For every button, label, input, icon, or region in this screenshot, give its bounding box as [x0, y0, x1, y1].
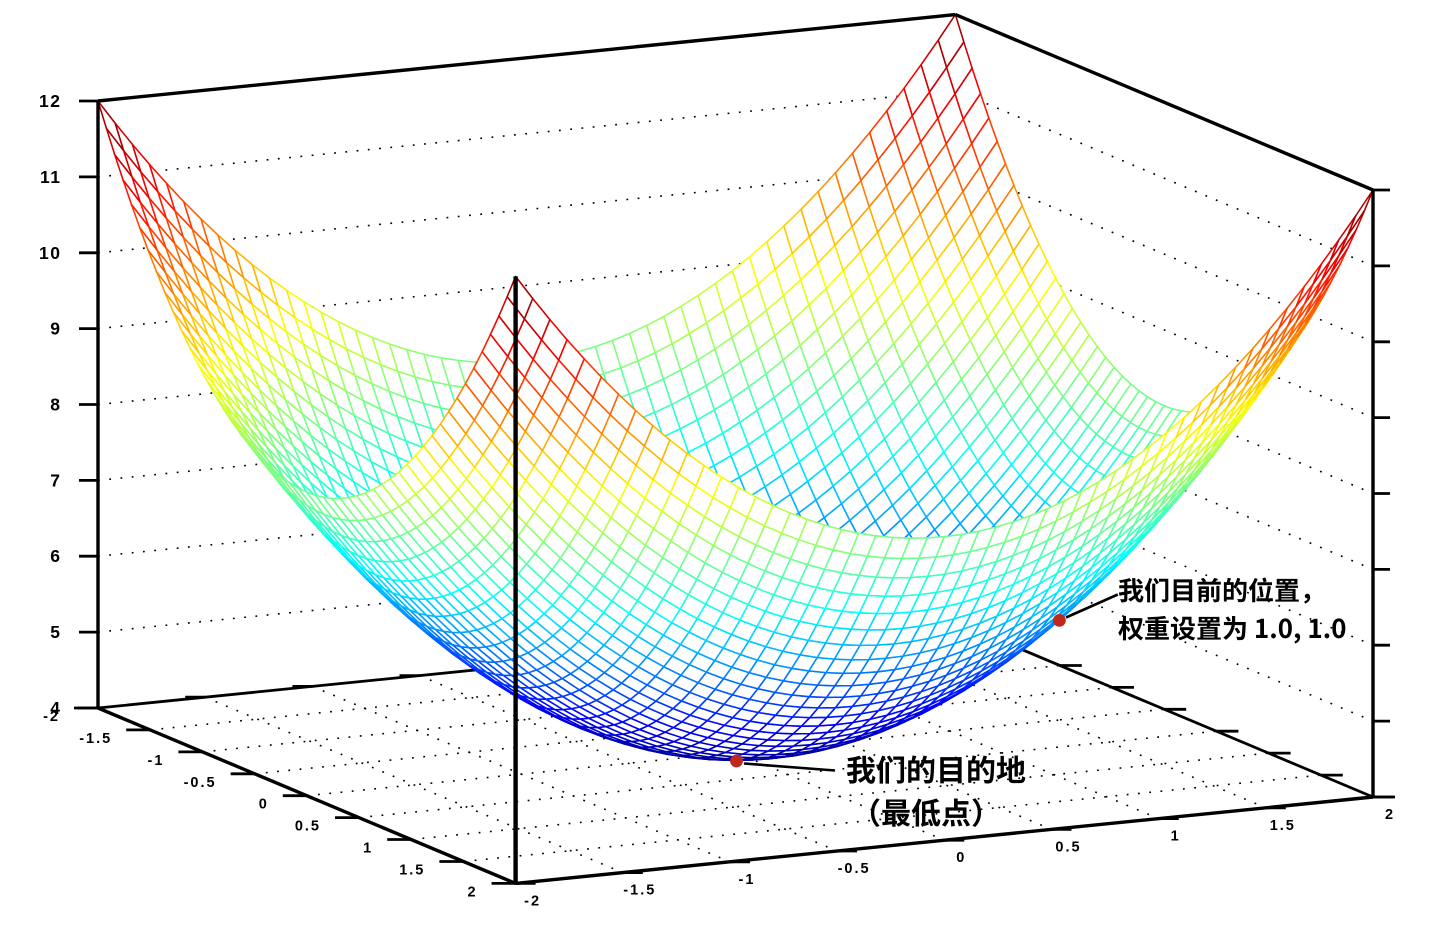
svg-text:-0.5: -0.5	[838, 861, 871, 877]
svg-text:10: 10	[39, 243, 61, 263]
svg-text:1.5: 1.5	[399, 863, 425, 879]
svg-text:0.5: 0.5	[295, 819, 321, 835]
svg-text:12: 12	[39, 91, 61, 111]
svg-text:1: 1	[1171, 829, 1181, 845]
svg-text:7: 7	[50, 470, 61, 490]
svg-text:-1.5: -1.5	[623, 883, 656, 899]
svg-text:5: 5	[50, 622, 61, 642]
svg-text:11: 11	[40, 167, 62, 187]
svg-text:0: 0	[956, 850, 966, 866]
svg-text:8: 8	[50, 395, 61, 415]
svg-text:0.5: 0.5	[1055, 839, 1081, 855]
svg-text:9: 9	[50, 319, 61, 339]
svg-text:2: 2	[1385, 807, 1395, 823]
svg-text:-1: -1	[739, 872, 756, 888]
svg-text:-0.5: -0.5	[184, 775, 217, 791]
svg-text:1: 1	[363, 841, 373, 857]
svg-text:-1.5: -1.5	[79, 731, 112, 747]
svg-text:-1: -1	[147, 753, 164, 769]
svg-text:-2: -2	[43, 709, 60, 725]
svg-text:0: 0	[259, 797, 269, 813]
svg-text:1.5: 1.5	[1270, 818, 1296, 834]
svg-text:6: 6	[50, 546, 61, 566]
svg-text:4: 4	[50, 698, 61, 718]
svg-text:2: 2	[468, 884, 478, 900]
svg-text:-2: -2	[524, 893, 541, 909]
